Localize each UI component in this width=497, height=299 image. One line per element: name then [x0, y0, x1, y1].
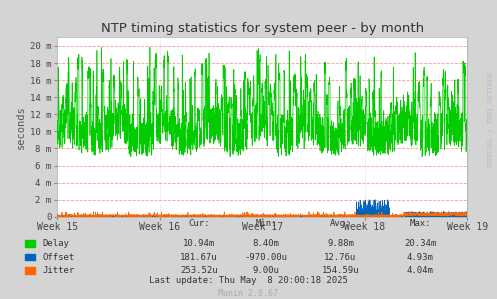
- Text: -970.00u: -970.00u: [245, 253, 287, 262]
- Text: 8.40m: 8.40m: [252, 239, 279, 248]
- Text: 20.34m: 20.34m: [404, 239, 436, 248]
- Text: Munin 2.0.67: Munin 2.0.67: [219, 289, 278, 298]
- Text: Avg:: Avg:: [330, 219, 351, 228]
- Text: 154.59u: 154.59u: [322, 266, 359, 275]
- Text: 9.88m: 9.88m: [327, 239, 354, 248]
- Text: Cur:: Cur:: [188, 219, 210, 228]
- Text: 4.93m: 4.93m: [407, 253, 433, 262]
- Text: RRDTOOL / TOBI OETIKER: RRDTOOL / TOBI OETIKER: [488, 73, 494, 166]
- Text: Jitter: Jitter: [42, 266, 75, 275]
- Text: Offset: Offset: [42, 253, 75, 262]
- Text: 10.94m: 10.94m: [183, 239, 215, 248]
- Title: NTP timing statistics for system peer - by month: NTP timing statistics for system peer - …: [100, 22, 424, 35]
- Text: Min:: Min:: [255, 219, 277, 228]
- Text: Delay: Delay: [42, 239, 69, 248]
- Text: 4.04m: 4.04m: [407, 266, 433, 275]
- Text: 181.67u: 181.67u: [180, 253, 218, 262]
- Y-axis label: seconds: seconds: [16, 105, 26, 149]
- Text: 253.52u: 253.52u: [180, 266, 218, 275]
- Text: 12.76u: 12.76u: [325, 253, 356, 262]
- Text: 9.00u: 9.00u: [252, 266, 279, 275]
- Text: Last update: Thu May  8 20:00:18 2025: Last update: Thu May 8 20:00:18 2025: [149, 277, 348, 286]
- Text: Max:: Max:: [409, 219, 431, 228]
